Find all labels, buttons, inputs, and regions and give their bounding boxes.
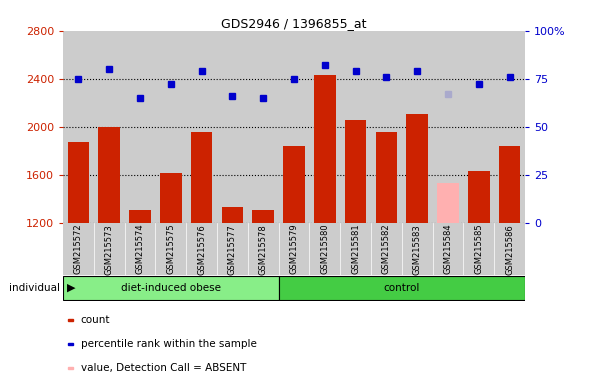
Text: GSM215576: GSM215576: [197, 224, 206, 275]
Bar: [68, 367, 73, 369]
Bar: [468, 171, 490, 223]
Bar: [125, 31, 155, 223]
Bar: [402, 31, 433, 223]
Text: value, Detection Call = ABSENT: value, Detection Call = ABSENT: [80, 362, 246, 373]
Text: GSM215575: GSM215575: [166, 224, 175, 275]
Bar: [376, 131, 397, 223]
Text: GSM215582: GSM215582: [382, 224, 391, 275]
Text: diet-induced obese: diet-induced obese: [121, 283, 221, 293]
Text: GSM215572: GSM215572: [74, 224, 83, 275]
Text: GSM215574: GSM215574: [136, 224, 145, 275]
Title: GDS2946 / 1396855_at: GDS2946 / 1396855_at: [221, 17, 367, 30]
Bar: [63, 31, 94, 223]
Text: GSM215586: GSM215586: [505, 224, 514, 275]
Text: GSM215577: GSM215577: [228, 224, 237, 275]
Bar: [406, 114, 428, 223]
Bar: [494, 31, 525, 223]
Bar: [314, 75, 335, 223]
FancyBboxPatch shape: [278, 276, 525, 300]
Bar: [68, 343, 73, 344]
Text: GSM215573: GSM215573: [105, 224, 114, 275]
Bar: [217, 31, 248, 223]
Text: GSM215579: GSM215579: [290, 224, 299, 275]
Bar: [283, 146, 305, 223]
FancyBboxPatch shape: [63, 276, 278, 300]
Bar: [221, 207, 243, 223]
Bar: [253, 210, 274, 223]
Text: GSM215580: GSM215580: [320, 224, 329, 275]
Text: percentile rank within the sample: percentile rank within the sample: [80, 339, 256, 349]
Text: control: control: [383, 283, 420, 293]
Bar: [371, 31, 402, 223]
Bar: [345, 119, 367, 223]
Bar: [437, 183, 459, 223]
Bar: [310, 31, 340, 223]
Bar: [340, 31, 371, 223]
Text: GSM215584: GSM215584: [443, 224, 452, 275]
Text: GSM215583: GSM215583: [413, 224, 422, 275]
Text: GSM215581: GSM215581: [351, 224, 360, 275]
Bar: [160, 173, 182, 223]
Bar: [191, 131, 212, 223]
Text: ▶: ▶: [60, 283, 76, 293]
Bar: [129, 210, 151, 223]
Bar: [463, 31, 494, 223]
Bar: [68, 142, 89, 223]
Bar: [499, 146, 520, 223]
Text: count: count: [80, 314, 110, 325]
Text: GSM215585: GSM215585: [475, 224, 484, 275]
Bar: [278, 31, 310, 223]
Text: individual: individual: [9, 283, 60, 293]
Bar: [94, 31, 125, 223]
Bar: [186, 31, 217, 223]
Bar: [68, 319, 73, 321]
Bar: [433, 31, 463, 223]
Bar: [248, 31, 278, 223]
Bar: [155, 31, 186, 223]
Text: GSM215578: GSM215578: [259, 224, 268, 275]
Bar: [98, 127, 120, 223]
